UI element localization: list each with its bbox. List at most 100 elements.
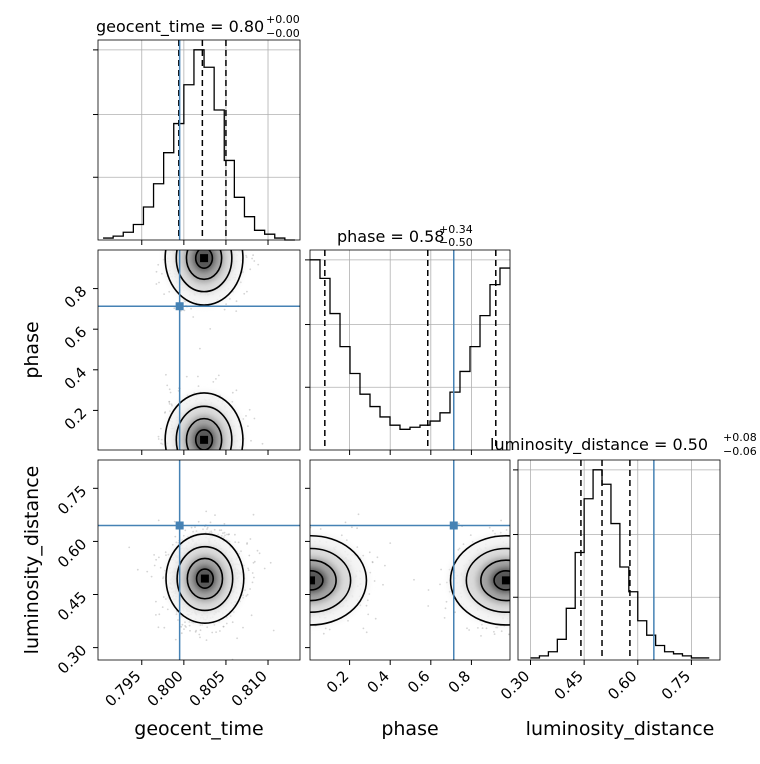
sample-point [539, 557, 541, 559]
hist-phase [310, 259, 510, 430]
sample-point [525, 581, 527, 583]
panel-frame-phase-hist [309, 249, 511, 451]
sample-point [293, 568, 295, 570]
sample-point [525, 542, 527, 544]
sample-point [290, 597, 292, 599]
contour-phase-vs-geocent-time-0-1 [175, 250, 233, 293]
sample-point [182, 497, 184, 499]
sample-point [290, 605, 292, 607]
sample-point [521, 604, 523, 606]
sample-point [301, 610, 303, 612]
sample-point [162, 235, 164, 237]
samples-distance-vs-phase [250, 513, 570, 637]
sample-point [157, 519, 160, 522]
sample-point [295, 568, 297, 570]
sample-point [290, 553, 292, 555]
sample-point [224, 470, 226, 472]
sample-point [521, 607, 523, 609]
sample-point [540, 604, 542, 606]
sample-point [208, 189, 210, 191]
title-phase-minus: −0.50 [439, 236, 473, 249]
sample-point [568, 610, 570, 612]
sample-point [216, 452, 218, 454]
sample-point [206, 457, 208, 459]
sample-point [191, 482, 193, 484]
sample-point [291, 625, 293, 627]
sample-point [340, 534, 343, 537]
xlabel-phase: phase [381, 718, 438, 740]
sample-point [211, 454, 213, 456]
sample-point [155, 283, 158, 285]
sample-point [289, 589, 291, 591]
sample-point [157, 626, 160, 629]
sample-point [537, 575, 539, 577]
sample-point [533, 623, 535, 625]
sample-point [286, 606, 288, 608]
sample-point [250, 580, 252, 582]
sample-point [532, 604, 534, 606]
sample-point [155, 614, 157, 616]
sample-point [253, 260, 256, 262]
sample-point [276, 562, 278, 564]
sample-point [297, 541, 299, 543]
sample-point [523, 574, 525, 576]
mode-distance-vs-phase-0 [310, 576, 316, 585]
sample-point [295, 574, 297, 576]
sample-point [556, 581, 558, 583]
sample-point [201, 472, 203, 474]
sample-point [199, 228, 201, 230]
sample-point [198, 450, 200, 452]
sample-point [542, 571, 544, 573]
sample-point [194, 466, 196, 468]
sample-point [525, 582, 527, 584]
sample-point [248, 408, 251, 411]
sample-point [527, 572, 529, 574]
sample-point [183, 246, 185, 248]
sample-point [296, 590, 298, 592]
sample-point [199, 347, 201, 350]
sample-point [206, 456, 208, 458]
sample-point [177, 226, 179, 228]
sample-point [528, 582, 530, 584]
sample-point [240, 241, 242, 243]
sample-point [208, 454, 210, 456]
sample-point [211, 236, 213, 238]
sample-point [524, 606, 526, 608]
sample-point [249, 588, 252, 590]
sample-point [555, 565, 557, 567]
sample-point [356, 546, 359, 548]
sample-point [264, 572, 266, 574]
sample-point [528, 581, 530, 583]
sample-point [536, 602, 538, 604]
sample-point [345, 539, 348, 542]
sample-point [175, 484, 177, 486]
sample-point [513, 581, 515, 583]
sample-point [245, 456, 247, 458]
sample-point [215, 378, 217, 380]
sample-point [290, 598, 292, 600]
sample-point [285, 561, 287, 563]
sample-point [536, 564, 538, 566]
sample-point [265, 585, 267, 587]
sample-point [511, 587, 513, 589]
sample-point [374, 617, 377, 620]
sample-point [160, 442, 163, 445]
sample-point [202, 247, 204, 249]
sample-point [227, 533, 230, 536]
sample-point [149, 464, 151, 466]
sample-point [232, 499, 234, 501]
sample-point [546, 607, 548, 609]
sample-point [519, 577, 521, 579]
sample-point [212, 470, 214, 472]
sample-point [157, 438, 160, 440]
sample-point [218, 243, 220, 245]
sample-point [195, 477, 197, 479]
sample-point [222, 625, 225, 628]
sample-point [203, 454, 205, 456]
sample-point [559, 589, 561, 591]
sample-point [201, 481, 203, 483]
contour-distance-vs-phase-1-0 [449, 534, 510, 626]
sample-point [516, 601, 518, 603]
sample-point [297, 581, 299, 583]
sample-point [213, 464, 215, 466]
